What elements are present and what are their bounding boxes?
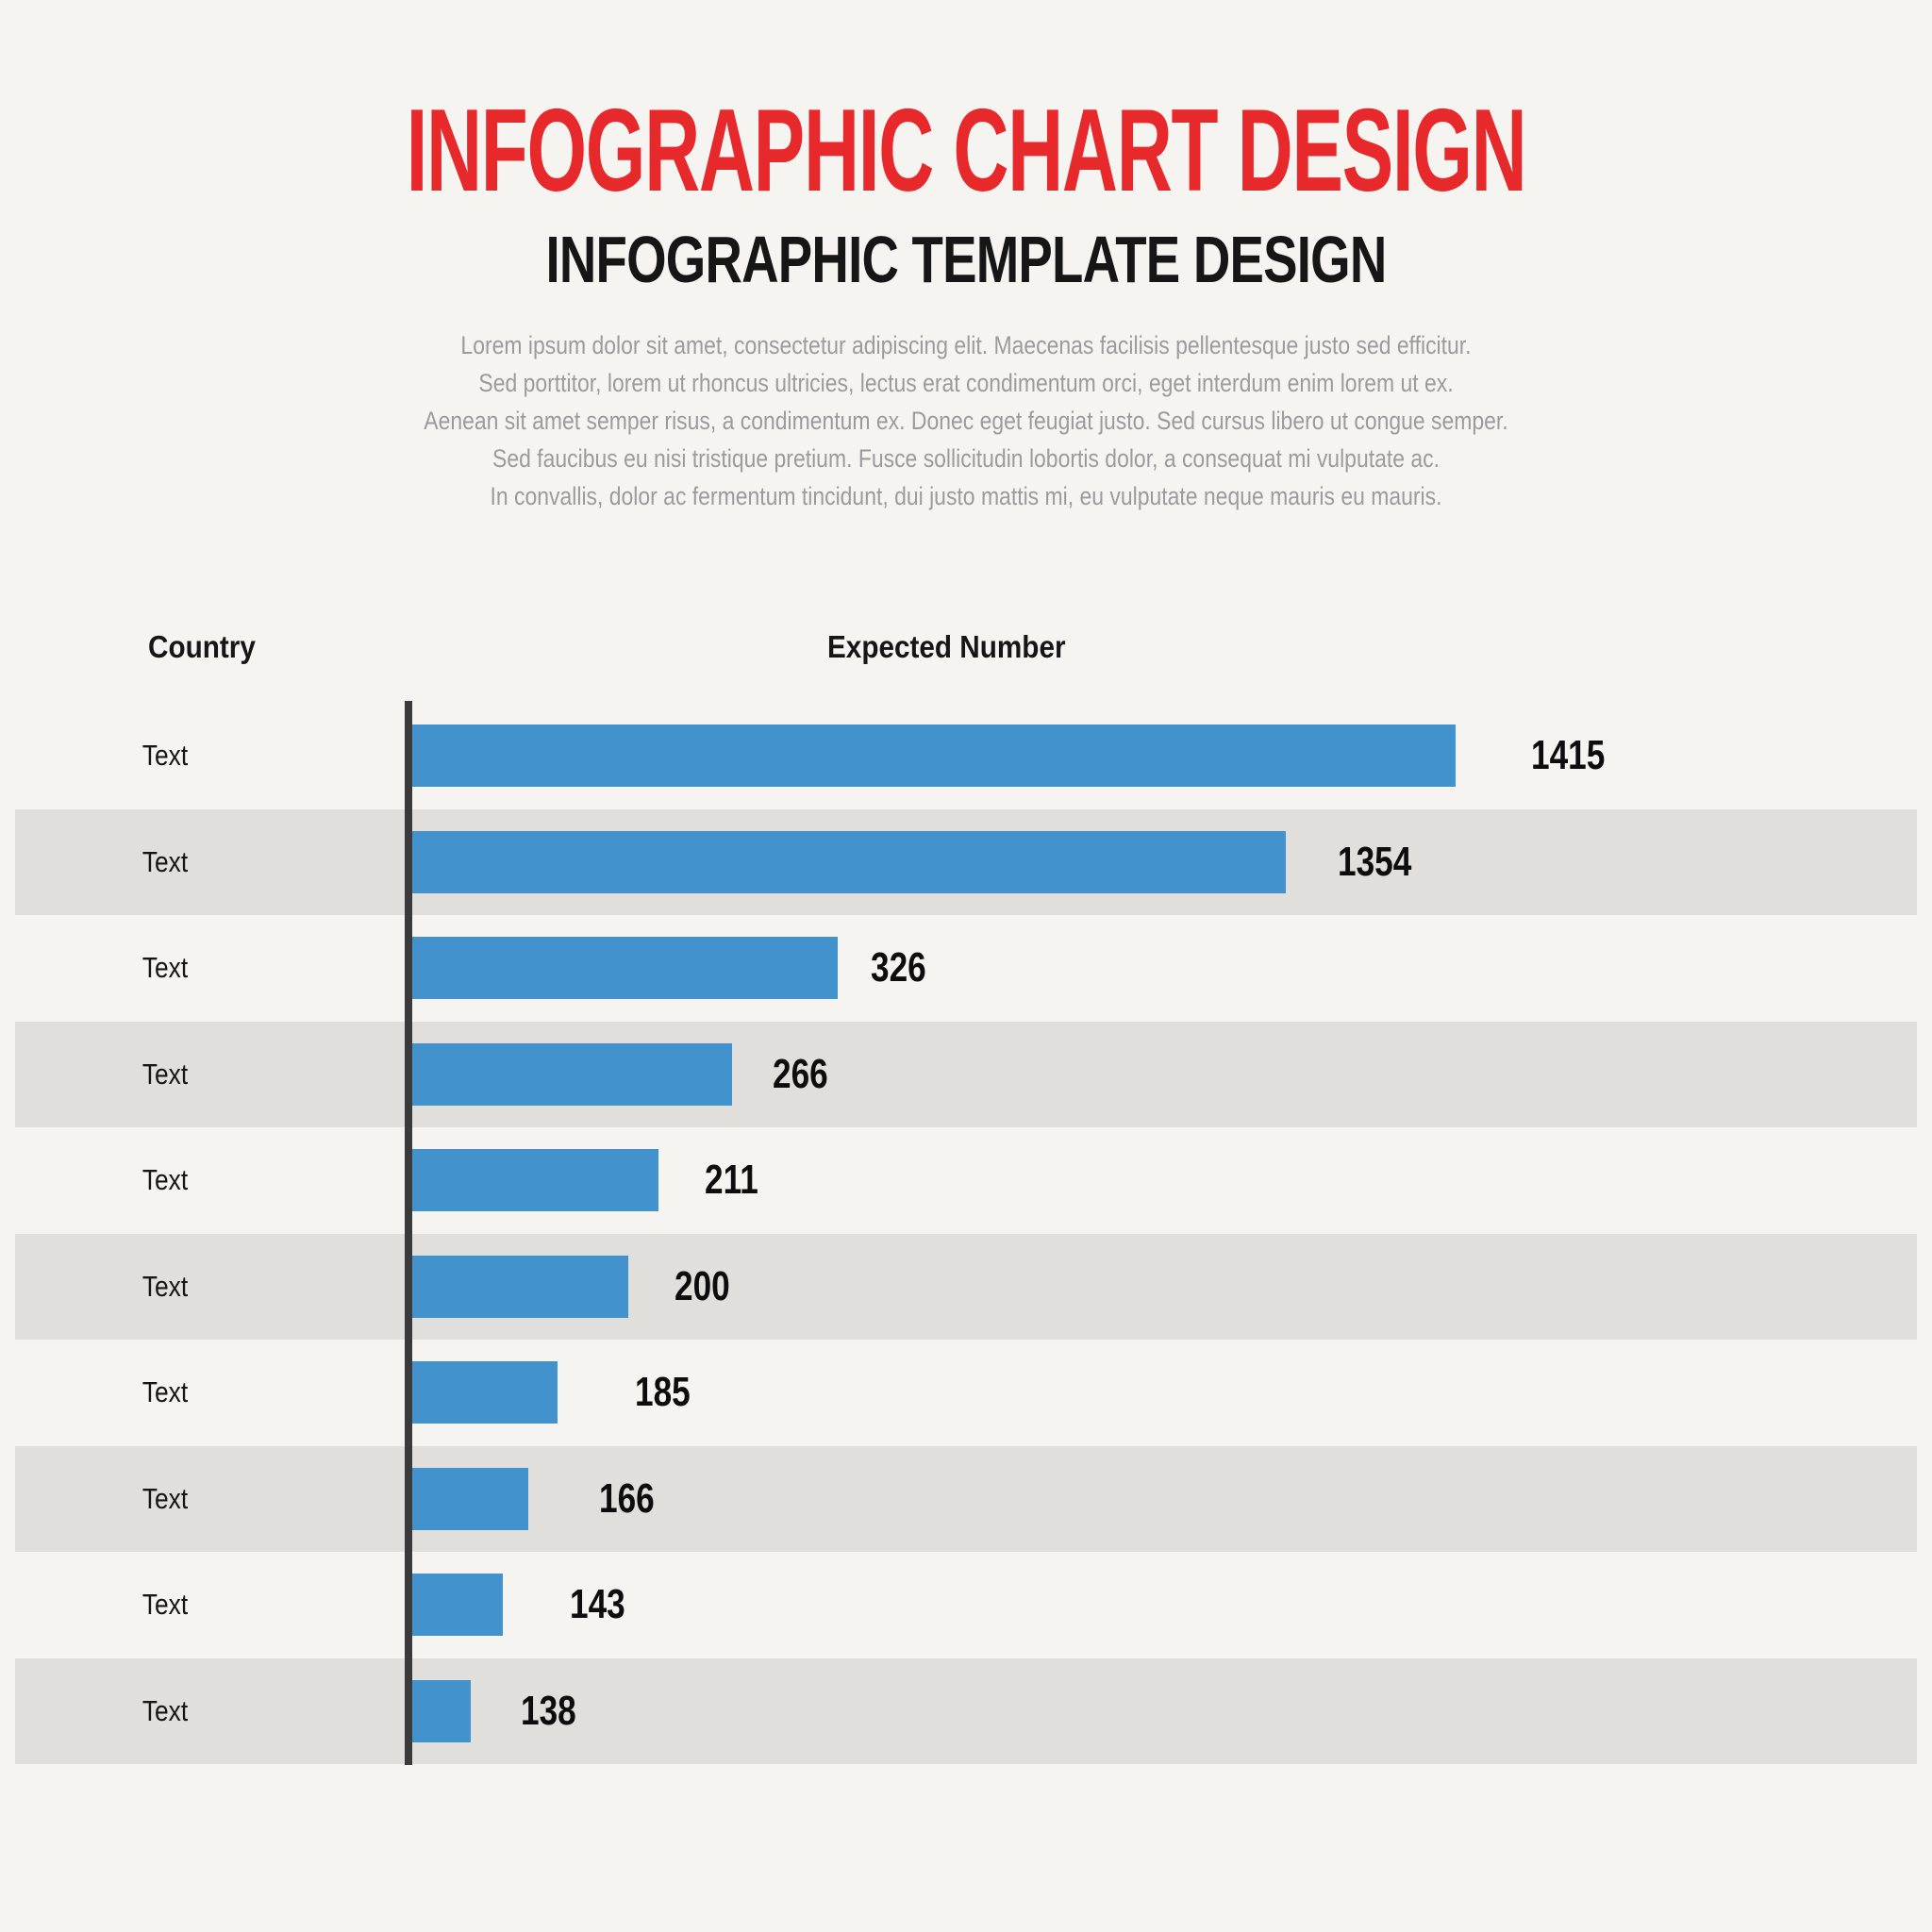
bar-chart: Text 1415 Text 1354 Text 326 Text 266 Te…	[0, 701, 1932, 1765]
row-label: Text	[142, 1481, 189, 1515]
table-row: Text 266	[0, 1021, 1932, 1128]
row-label: Text	[142, 739, 189, 772]
bar-value: 185	[635, 1369, 691, 1415]
row-label: Text	[142, 1375, 189, 1408]
column-header-country: Country	[148, 629, 256, 664]
bar-value: 1415	[1531, 732, 1606, 778]
table-row: Text 185	[0, 1340, 1932, 1446]
intro-line: In convallis, dolor ac fermentum tincidu…	[490, 482, 1442, 510]
bar-value: 143	[570, 1581, 625, 1627]
table-row: Text 143	[0, 1552, 1932, 1658]
bar-value: 266	[773, 1050, 828, 1097]
axis-line	[405, 701, 412, 1765]
bar	[412, 1361, 558, 1424]
bar-value: 200	[675, 1262, 730, 1309]
bar	[412, 830, 1286, 893]
intro-line: Lorem ipsum dolor sit amet, consectetur …	[460, 331, 1472, 359]
bar-value: 138	[521, 1687, 576, 1734]
row-label: Text	[142, 1693, 189, 1727]
page-title: INFOGRAPHIC CHART DESIGN	[406, 86, 1527, 216]
table-row: Text 326	[0, 915, 1932, 1022]
intro-line: Aenean sit amet semper risus, a condimen…	[424, 407, 1508, 435]
bar	[412, 1149, 658, 1212]
bar-value: 1354	[1338, 838, 1412, 885]
table-row: Text 138	[0, 1657, 1932, 1765]
column-header-expected-number: Expected Number	[827, 629, 1066, 664]
intro-paragraph: Lorem ipsum dolor sit amet, consectetur …	[145, 326, 1788, 515]
table-row: Text 200	[0, 1233, 1932, 1341]
bar	[412, 937, 838, 1000]
table-row: Text 1415	[0, 703, 1932, 809]
row-label: Text	[142, 1588, 189, 1621]
bar-value: 166	[599, 1474, 655, 1522]
bar-value: 326	[871, 944, 926, 991]
bar-value: 211	[705, 1157, 758, 1203]
bar	[412, 1255, 628, 1318]
bar	[412, 1574, 503, 1637]
intro-line: Sed faucibus eu nisi tristique pretium. …	[492, 444, 1440, 473]
row-label: Text	[142, 1269, 189, 1303]
table-row: Text 166	[0, 1445, 1932, 1553]
table-row: Text 211	[0, 1127, 1932, 1234]
row-label: Text	[142, 1057, 189, 1091]
page-subtitle: INFOGRAPHIC TEMPLATE DESIGN	[545, 223, 1387, 296]
bar	[412, 1467, 528, 1530]
bar	[412, 724, 1456, 788]
table-row: Text 1354	[0, 808, 1932, 916]
row-label: Text	[142, 1163, 189, 1196]
intro-line: Sed porttitor, lorem ut rhoncus ultricie…	[478, 369, 1454, 397]
row-label: Text	[142, 951, 189, 984]
bar	[412, 1679, 471, 1742]
bar	[412, 1042, 732, 1106]
row-label: Text	[142, 844, 189, 878]
